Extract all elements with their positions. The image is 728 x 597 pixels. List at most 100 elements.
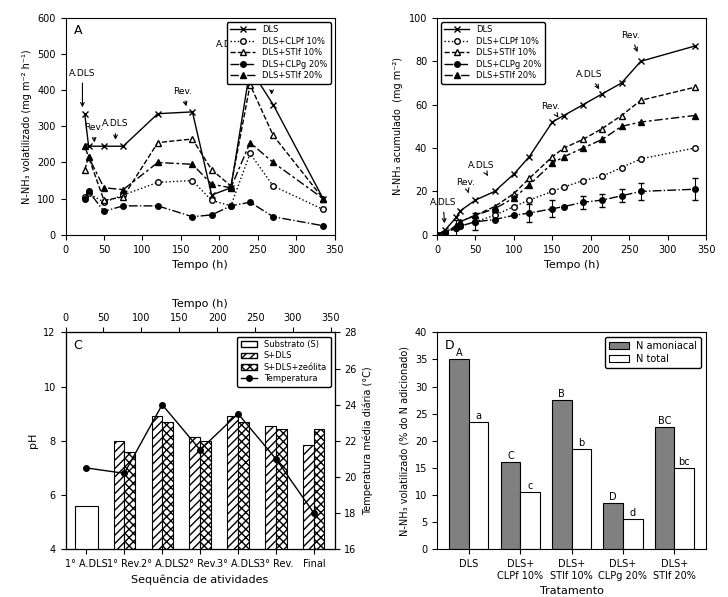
DLS — [690, 42, 699, 50]
DLS+STIf 20% — [690, 112, 699, 119]
DLS+CLPg 20% — [690, 186, 699, 193]
DLS+CLPf 10% — [80, 193, 89, 201]
X-axis label: Sequência de atividades: Sequência de atividades — [132, 574, 269, 585]
DLS — [226, 184, 235, 192]
DLS+CLPf 10% — [246, 150, 255, 157]
DLS+STIf 20% — [471, 212, 480, 219]
DLS+CLPf 10% — [490, 212, 499, 219]
DLS+STIf 10% — [636, 97, 645, 104]
DLS+STIf 10% — [690, 84, 699, 91]
DLS+CLPf 10% — [598, 173, 606, 180]
DLS+CLPf 10% — [440, 229, 449, 236]
DLS+CLPf 10% — [100, 199, 108, 206]
DLS+CLPf 10% — [207, 197, 216, 204]
Text: D: D — [609, 492, 617, 502]
Bar — [304, 445, 314, 597]
DLS+CLPf 10% — [319, 206, 328, 213]
DLS+STIf 10% — [510, 190, 518, 197]
DLS+CLPg 20% — [319, 222, 328, 229]
DLS — [188, 108, 197, 115]
Text: bc: bc — [678, 457, 690, 467]
DLS+CLPg 20% — [510, 212, 518, 219]
X-axis label: Tempo (h): Tempo (h) — [544, 260, 599, 270]
DLS — [100, 143, 108, 150]
DLS+CLPg 20% — [617, 192, 626, 199]
DLS+CLPg 20% — [452, 224, 461, 232]
Bar — [604, 503, 623, 549]
Bar — [200, 441, 210, 597]
DLS+STIf 20% — [510, 195, 518, 202]
Text: A.DLS: A.DLS — [468, 161, 495, 175]
DLS+STIf 10% — [548, 153, 557, 160]
Text: a: a — [475, 411, 481, 420]
DLS+STIf 20% — [269, 159, 277, 166]
Bar — [124, 452, 135, 597]
Text: Rev.: Rev. — [542, 102, 561, 116]
DLS+CLPf 10% — [510, 203, 518, 210]
DLS+STIf 20% — [636, 118, 645, 125]
Bar — [227, 417, 238, 597]
DLS+CLPf 10% — [690, 144, 699, 152]
DLS+STIf 10% — [525, 175, 534, 182]
Y-axis label: N-NH₃ volatilizado (% do N adicionado): N-NH₃ volatilizado (% do N adicionado) — [399, 346, 409, 536]
Text: A.DLS: A.DLS — [576, 70, 603, 88]
Line: DLS+STIf 20%: DLS+STIf 20% — [433, 112, 698, 238]
DLS — [636, 58, 645, 65]
Legend: DLS, DLS+CLPf 10%, DLS+STIf 10%, DLS+CLPg 20%, DLS+STIf 20%: DLS, DLS+CLPf 10%, DLS+STIf 10%, DLS+CLP… — [441, 22, 545, 84]
DLS — [617, 79, 626, 87]
DLS+CLPf 10% — [269, 183, 277, 190]
Line: DLS+STIf 10%: DLS+STIf 10% — [82, 81, 327, 204]
DLS+STIf 10% — [456, 218, 464, 225]
DLS+STIf 20% — [226, 184, 235, 192]
Text: A: A — [456, 348, 462, 358]
DLS — [560, 112, 569, 119]
DLS+CLPg 20% — [246, 199, 255, 206]
DLS+STIf 10% — [579, 136, 587, 143]
DLS+CLPg 20% — [269, 213, 277, 220]
X-axis label: Tempo (h): Tempo (h) — [173, 260, 228, 270]
Bar — [449, 359, 469, 549]
DLS+CLPf 10% — [548, 188, 557, 195]
Text: A.DLS: A.DLS — [102, 119, 129, 139]
DLS — [119, 143, 127, 150]
DLS+CLPf 10% — [579, 177, 587, 184]
DLS+STIf 10% — [269, 132, 277, 139]
X-axis label: Tratamento: Tratamento — [539, 586, 604, 596]
Bar — [151, 417, 162, 597]
Bar — [501, 463, 521, 549]
Text: B: B — [558, 389, 565, 399]
Bar — [75, 506, 98, 597]
DLS+CLPg 20% — [560, 203, 569, 210]
DLS+CLPg 20% — [440, 229, 449, 236]
DLS+CLPg 20% — [471, 218, 480, 225]
DLS — [440, 227, 449, 234]
DLS+STIf 10% — [80, 166, 89, 173]
DLS+STIf 20% — [617, 123, 626, 130]
Y-axis label: N-NH₃ volatilizado (mg m⁻² h⁻¹): N-NH₃ volatilizado (mg m⁻² h⁻¹) — [22, 49, 32, 204]
DLS — [456, 207, 464, 214]
DLS+STIf 20% — [80, 143, 89, 150]
DLS+STIf 20% — [598, 136, 606, 143]
Y-axis label: N-NH₃ acumulado  (mg m⁻²): N-NH₃ acumulado (mg m⁻²) — [393, 57, 403, 195]
DLS+CLPf 10% — [154, 179, 162, 186]
DLS — [471, 196, 480, 204]
DLS+CLPg 20% — [598, 196, 606, 204]
DLS+STIf 10% — [471, 212, 480, 219]
DLS+CLPf 10% — [617, 164, 626, 171]
DLS+CLPg 20% — [80, 195, 89, 202]
DLS+CLPg 20% — [154, 202, 162, 210]
DLS — [84, 143, 93, 150]
Text: Rev.: Rev. — [173, 87, 192, 105]
DLS+STIf 10% — [319, 195, 328, 202]
DLS — [548, 118, 557, 125]
Legend: Substrato (S), S+DLS, S+DLS+zeólita, Temperatura: Substrato (S), S+DLS, S+DLS+zeólita, Tem… — [237, 337, 331, 387]
Bar — [162, 422, 173, 597]
DLS+STIf 10% — [452, 223, 461, 230]
DLS+STIf 20% — [456, 218, 464, 225]
Legend: DLS, DLS+CLPf 10%, DLS+STIf 10%, DLS+CLPg 20%, DLS+STIf 20%: DLS, DLS+CLPf 10%, DLS+STIf 10%, DLS+CLP… — [227, 22, 331, 84]
DLS+STIf 10% — [119, 193, 127, 201]
Bar — [238, 422, 249, 597]
Text: A.DLS: A.DLS — [430, 198, 456, 222]
DLS+STIf 10% — [100, 197, 108, 204]
DLS — [80, 110, 89, 117]
